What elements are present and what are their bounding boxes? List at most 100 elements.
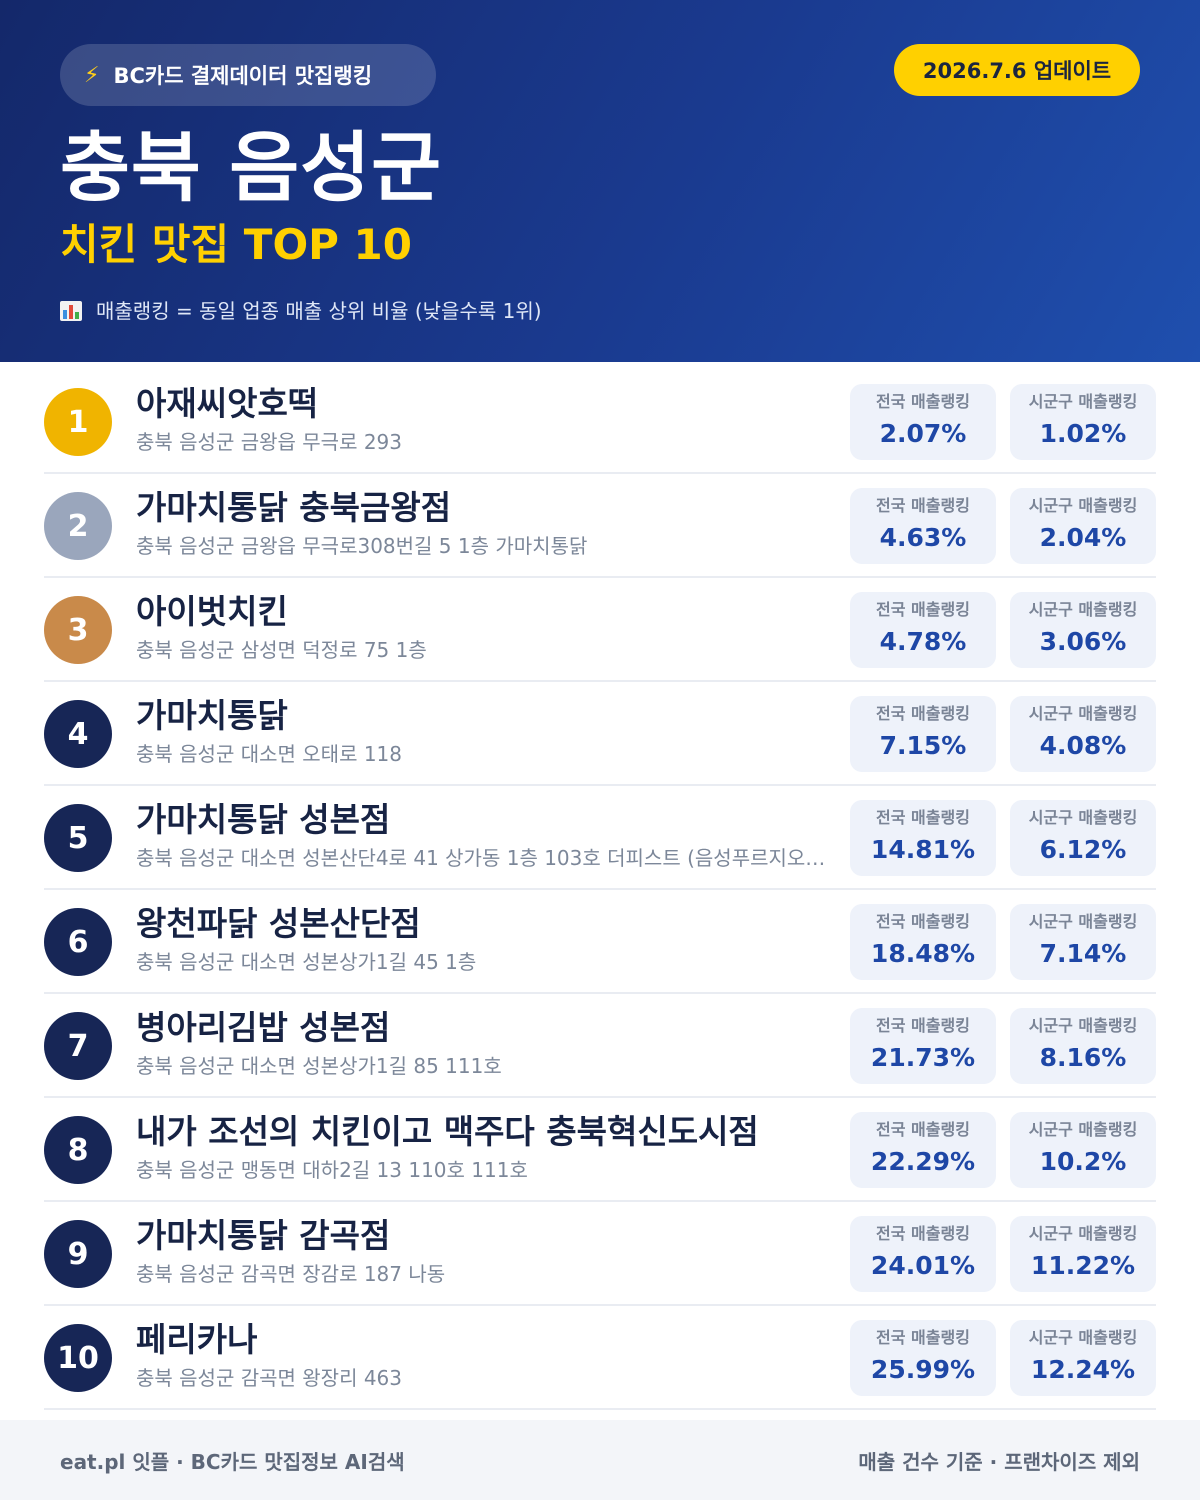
- rank-badge: 4: [44, 700, 112, 768]
- restaurant-name: 아재씨앗호떡: [136, 384, 319, 423]
- rank-badge: 1: [44, 388, 112, 456]
- national-rank-label: 전국 매출랭킹: [876, 912, 970, 931]
- restaurant-address: 충북 음성군 금왕읍 무극로308번길 5 1층 가마치통닭: [136, 534, 588, 558]
- regional-rank-label: 시군구 매출랭킹: [1028, 600, 1138, 619]
- regional-rank-value: 6.12%: [1039, 835, 1127, 864]
- national-rank-value: 24.01%: [870, 1251, 976, 1280]
- list-item[interactable]: 5 가마치통닭 성본점 충북 음성군 대소면 성본산단4로 41 상가동 1층 10…: [44, 786, 1156, 890]
- national-rank-value: 4.63%: [879, 523, 967, 552]
- restaurant-address: 충북 음성군 감곡면 왕장리 463: [136, 1366, 403, 1390]
- regional-rank-label: 시군구 매출랭킹: [1028, 808, 1138, 827]
- source-label: BC카드 결제데이터 맛집랭킹: [113, 64, 373, 88]
- national-rank-box: 전국 매출랭킹 14.81%: [850, 800, 996, 876]
- regional-rank-value: 1.02%: [1039, 419, 1127, 448]
- footer-source: eat.pl 잇플 · BC카드 맛집정보 AI검색: [60, 1449, 405, 1474]
- ranking-note-text: 매출랭킹 = 동일 업종 매출 상위 비율 (낮을수록 1위): [96, 299, 542, 323]
- rank-badge: 8: [44, 1116, 112, 1184]
- regional-rank-box: 시군구 매출랭킹 7.14%: [1010, 904, 1156, 980]
- regional-rank-value: 3.06%: [1039, 627, 1127, 656]
- national-rank-value: 4.78%: [879, 627, 967, 656]
- ranking-note: 매출랭킹 = 동일 업종 매출 상위 비율 (낮을수록 1위): [60, 296, 542, 326]
- regional-rank-box: 시군구 매출랭킹 2.04%: [1010, 488, 1156, 564]
- regional-rank-label: 시군구 매출랭킹: [1028, 392, 1138, 411]
- lightning-icon: ⚡: [84, 62, 100, 88]
- regional-rank-label: 시군구 매출랭킹: [1028, 1120, 1138, 1139]
- national-rank-label: 전국 매출랭킹: [876, 496, 970, 515]
- regional-rank-box: 시군구 매출랭킹 8.16%: [1010, 1008, 1156, 1084]
- footer: eat.pl 잇플 · BC카드 맛집정보 AI검색 매출 건수 기준 · 프랜…: [0, 1420, 1200, 1500]
- regional-rank-box: 시군구 매출랭킹 6.12%: [1010, 800, 1156, 876]
- regional-rank-box: 시군구 매출랭킹 1.02%: [1010, 384, 1156, 460]
- national-rank-value: 25.99%: [870, 1355, 976, 1384]
- restaurant-address: 충북 음성군 감곡면 장감로 187 나동: [136, 1262, 446, 1286]
- rank-badge: 2: [44, 492, 112, 560]
- national-rank-label: 전국 매출랭킹: [876, 1224, 970, 1243]
- restaurant-address: 충북 음성군 대소면 성본산단4로 41 상가동 1층 103호 더피스트 (음…: [136, 846, 826, 870]
- page-subtitle: 치킨 맛집 TOP 10: [60, 220, 413, 269]
- national-rank-label: 전국 매출랭킹: [876, 808, 970, 827]
- source-badge: ⚡ BC카드 결제데이터 맛집랭킹: [60, 44, 436, 106]
- restaurant-address: 충북 음성군 맹동면 대하2길 13 110호 111호: [136, 1158, 528, 1182]
- national-rank-value: 7.15%: [879, 731, 967, 760]
- rank-badge: 6: [44, 908, 112, 976]
- regional-rank-label: 시군구 매출랭킹: [1028, 1224, 1138, 1243]
- restaurant-name: 왕천파닭 성본산단점: [136, 904, 421, 943]
- regional-rank-label: 시군구 매출랭킹: [1028, 1328, 1138, 1347]
- regional-rank-value: 4.08%: [1039, 731, 1127, 760]
- regional-rank-label: 시군구 매출랭킹: [1028, 704, 1138, 723]
- restaurant-name: 가마치통닭 충북금왕점: [136, 488, 452, 527]
- regional-rank-value: 10.2%: [1039, 1147, 1127, 1176]
- national-rank-box: 전국 매출랭킹 4.78%: [850, 592, 996, 668]
- national-rank-value: 14.81%: [870, 835, 976, 864]
- national-rank-label: 전국 매출랭킹: [876, 704, 970, 723]
- footer-criteria: 매출 건수 기준 · 프랜차이즈 제외: [858, 1449, 1140, 1474]
- restaurant-address: 충북 음성군 삼성면 덕정로 75 1층: [136, 638, 427, 662]
- national-rank-value: 21.73%: [870, 1043, 976, 1072]
- restaurant-address: 충북 음성군 대소면 성본상가1길 45 1층: [136, 950, 477, 974]
- regional-rank-box: 시군구 매출랭킹 12.24%: [1010, 1320, 1156, 1396]
- restaurant-name: 가마치통닭 감곡점: [136, 1216, 391, 1255]
- restaurant-list: 1 아재씨앗호떡 충북 음성군 금왕읍 무극로 293 전국 매출랭킹 2.07% 시군구…: [44, 370, 1156, 1410]
- list-item[interactable]: 1 아재씨앗호떡 충북 음성군 금왕읍 무극로 293 전국 매출랭킹 2.07% 시군구…: [44, 370, 1156, 474]
- national-rank-value: 18.48%: [870, 939, 976, 968]
- regional-rank-value: 2.04%: [1039, 523, 1127, 552]
- regional-rank-box: 시군구 매출랭킹 11.22%: [1010, 1216, 1156, 1292]
- national-rank-box: 전국 매출랭킹 2.07%: [850, 384, 996, 460]
- rank-badge: 10: [44, 1324, 112, 1392]
- regional-rank-value: 11.22%: [1030, 1251, 1136, 1280]
- page-title: 충북 음성군: [60, 123, 443, 212]
- national-rank-value: 2.07%: [879, 419, 967, 448]
- regional-rank-value: 8.16%: [1039, 1043, 1127, 1072]
- rank-badge: 9: [44, 1220, 112, 1288]
- list-item[interactable]: 7 병아리김밥 성본점 충북 음성군 대소면 성본상가1길 85 111호 전국 매출…: [44, 994, 1156, 1098]
- national-rank-label: 전국 매출랭킹: [876, 1016, 970, 1035]
- national-rank-label: 전국 매출랭킹: [876, 1120, 970, 1139]
- header-banner: ⚡ BC카드 결제데이터 맛집랭킹 2026.7.6 업데이트 충북 음성군 치…: [0, 0, 1200, 362]
- regional-rank-label: 시군구 매출랭킹: [1028, 1016, 1138, 1035]
- restaurant-name: 가마치통닭: [136, 696, 288, 735]
- national-rank-label: 전국 매출랭킹: [876, 1328, 970, 1347]
- restaurant-name: 병아리김밥 성본점: [136, 1008, 391, 1047]
- update-badge: 2026.7.6 업데이트: [894, 44, 1140, 96]
- national-rank-box: 전국 매출랭킹 7.15%: [850, 696, 996, 772]
- regional-rank-box: 시군구 매출랭킹 10.2%: [1010, 1112, 1156, 1188]
- restaurant-address: 충북 음성군 대소면 오태로 118: [136, 742, 403, 766]
- list-item[interactable]: 10 페리카나 충북 음성군 감곡면 왕장리 463 전국 매출랭킹 25.99% 시군구…: [44, 1306, 1156, 1410]
- national-rank-value: 22.29%: [870, 1147, 976, 1176]
- rank-badge: 3: [44, 596, 112, 664]
- national-rank-label: 전국 매출랭킹: [876, 600, 970, 619]
- national-rank-box: 전국 매출랭킹 25.99%: [850, 1320, 996, 1396]
- regional-rank-box: 시군구 매출랭킹 4.08%: [1010, 696, 1156, 772]
- restaurant-name: 가마치통닭 성본점: [136, 800, 391, 839]
- restaurant-name: 아이벗치킨: [136, 592, 288, 631]
- restaurant-name: 내가 조선의 치킨이고 맥주다 충북혁신도시점: [136, 1112, 759, 1151]
- regional-rank-box: 시군구 매출랭킹 3.06%: [1010, 592, 1156, 668]
- bar-chart-icon: [60, 301, 82, 321]
- national-rank-box: 전국 매출랭킹 18.48%: [850, 904, 996, 980]
